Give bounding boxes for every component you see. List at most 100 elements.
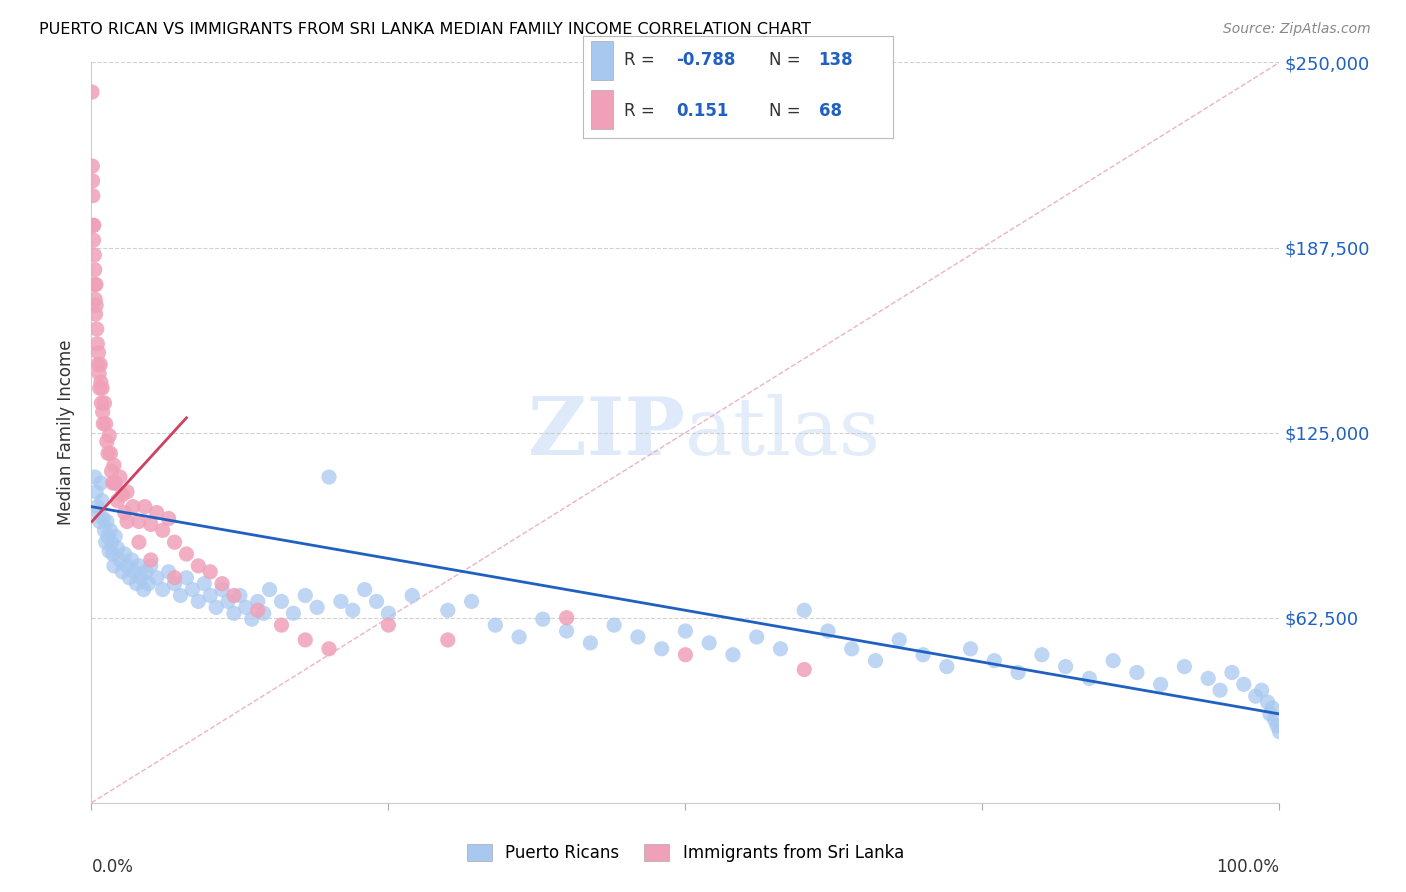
Point	[152, 582, 174, 597]
Text: Source: ZipAtlas.com: Source: ZipAtlas.com	[1223, 22, 1371, 37]
Text: -0.788: -0.788	[676, 52, 735, 70]
Point	[817, 624, 839, 638]
Text: 68: 68	[818, 102, 842, 120]
Point	[240, 612, 263, 626]
Point	[82, 159, 104, 173]
Point	[115, 558, 138, 573]
Point	[235, 600, 257, 615]
Point	[80, 85, 103, 99]
Point	[114, 547, 136, 561]
Point	[253, 607, 276, 621]
Point	[1031, 648, 1053, 662]
Point	[555, 624, 578, 638]
Point	[531, 612, 554, 626]
Point	[163, 535, 186, 549]
Point	[169, 589, 191, 603]
Point	[1250, 683, 1272, 698]
Text: R =: R =	[624, 52, 654, 70]
Point	[163, 571, 186, 585]
Point	[1126, 665, 1149, 680]
Text: N =: N =	[769, 52, 800, 70]
Point	[94, 417, 117, 431]
Point	[111, 488, 134, 502]
Point	[103, 558, 125, 573]
Point	[200, 589, 222, 603]
Text: N =: N =	[769, 102, 800, 120]
Legend: Puerto Ricans, Immigrants from Sri Lanka: Puerto Ricans, Immigrants from Sri Lanka	[460, 837, 911, 869]
Point	[111, 565, 134, 579]
Point	[745, 630, 768, 644]
Point	[294, 589, 316, 603]
Point	[87, 367, 110, 381]
Point	[83, 262, 105, 277]
Y-axis label: Median Family Income: Median Family Income	[58, 340, 76, 525]
Point	[697, 636, 720, 650]
Point	[139, 517, 162, 532]
Point	[1220, 665, 1243, 680]
Point	[91, 511, 114, 525]
Point	[97, 446, 120, 460]
Point	[222, 589, 245, 603]
Bar	[591, 41, 613, 79]
Point	[104, 475, 127, 490]
Point	[460, 594, 482, 608]
Bar	[591, 90, 613, 129]
Point	[91, 381, 114, 395]
Text: R =: R =	[624, 102, 654, 120]
Point	[329, 594, 352, 608]
Point	[128, 535, 150, 549]
Point	[83, 233, 105, 247]
Point	[187, 594, 209, 608]
Point	[135, 565, 157, 579]
Point	[484, 618, 506, 632]
Point	[94, 535, 117, 549]
Point	[1054, 659, 1077, 673]
Point	[122, 500, 145, 514]
Point	[84, 293, 107, 307]
Point	[138, 576, 160, 591]
Point	[100, 464, 122, 478]
Point	[229, 589, 252, 603]
Text: 0.151: 0.151	[676, 102, 728, 120]
Point	[86, 336, 108, 351]
Point	[163, 576, 186, 591]
Point	[555, 610, 578, 624]
Point	[107, 493, 129, 508]
Point	[96, 515, 118, 529]
Point	[87, 358, 110, 372]
Point	[157, 511, 180, 525]
Point	[84, 277, 107, 292]
Point	[211, 576, 233, 591]
Point	[87, 506, 110, 520]
Point	[1102, 654, 1125, 668]
Point	[1197, 672, 1219, 686]
Point	[911, 648, 934, 662]
Point	[889, 632, 911, 647]
Point	[1268, 724, 1291, 739]
Point	[508, 630, 530, 644]
Point	[270, 618, 292, 632]
Point	[129, 571, 152, 585]
Point	[82, 219, 104, 233]
Point	[211, 582, 233, 597]
Point	[122, 565, 145, 579]
Point	[115, 484, 138, 499]
Point	[108, 470, 131, 484]
Point	[104, 529, 127, 543]
Point	[89, 358, 111, 372]
Point	[114, 506, 136, 520]
Point	[959, 641, 981, 656]
Point	[91, 405, 114, 419]
Point	[103, 458, 125, 473]
Point	[377, 618, 399, 632]
Text: atlas: atlas	[685, 393, 880, 472]
Point	[769, 641, 792, 656]
Point	[1244, 689, 1267, 703]
Point	[294, 632, 316, 647]
Point	[115, 515, 138, 529]
Text: ZIP: ZIP	[529, 393, 685, 472]
Point	[107, 541, 129, 555]
Point	[841, 641, 863, 656]
Point	[100, 446, 122, 460]
Point	[91, 493, 114, 508]
